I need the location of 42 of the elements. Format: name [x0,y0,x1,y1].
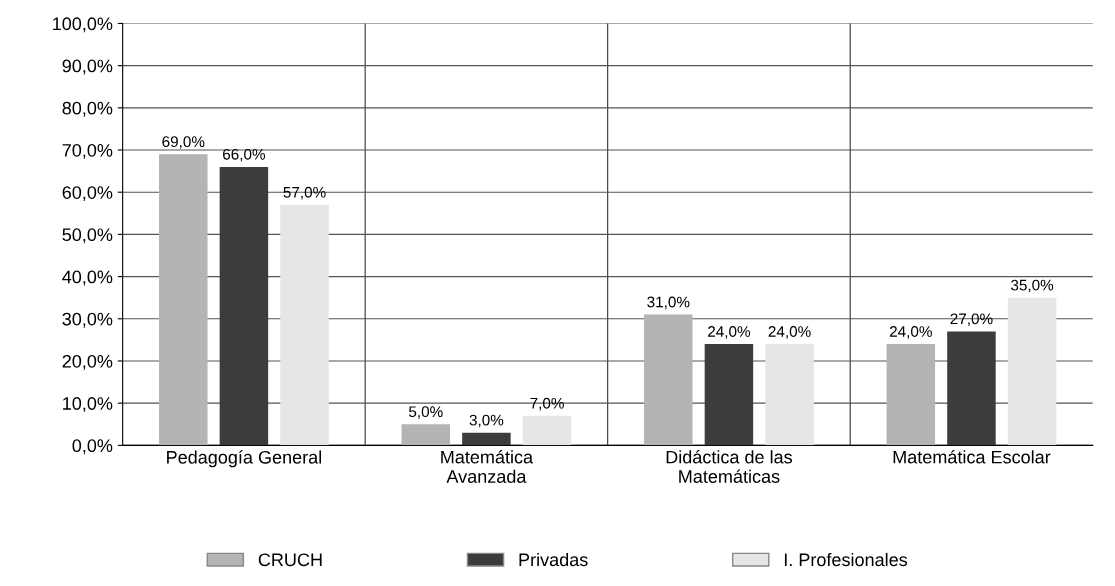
y-tick-label: 40,0% [62,270,113,286]
x-tick-label: Pedagogía General [167,450,322,468]
y-tick-label: 100,0% [53,17,113,33]
data-label: 57,0% [283,186,326,200]
data-label: 66,0% [223,148,266,162]
y-tick-label: 60,0% [62,186,113,202]
legend-label: I. Profesionales [784,552,908,567]
bar [886,344,936,446]
x-tick-label: Matemática Escolar [893,450,1051,464]
y-tick-label: 90,0% [62,59,113,75]
legend-label: Privadas [519,552,588,567]
data-label: 24,0% [708,326,751,339]
x-tick-label: Matemática Avanzada [441,450,534,483]
bar [401,424,451,446]
y-tick-label: 20,0% [62,354,113,370]
y-tick-label: 70,0% [62,143,113,159]
bar [947,331,996,446]
y-tick-label: 80,0% [62,101,113,117]
data-label: 7,0% [530,397,564,411]
bar [1007,297,1057,446]
data-label: 24,0% [768,326,811,339]
bar [644,314,693,446]
legend-label: CRUCH [258,553,322,567]
y-tick-label: 30,0% [62,312,113,328]
data-label: 3,0% [469,414,504,428]
data-label: 31,0% [647,296,690,310]
data-label: 5,0% [408,406,443,419]
y-tick-label: 50,0% [62,228,113,244]
data-label: 27,0% [950,313,993,327]
bar [280,204,329,446]
y-tick-label: 10,0% [63,397,113,413]
bar [219,166,269,446]
bar [765,344,814,446]
y-tick-label: 0,0% [72,439,113,455]
x-tick-label: Didáctica de las Matemáticas [666,450,793,483]
bar [462,432,511,446]
data-label: 24,0% [889,326,932,339]
bar [159,154,208,446]
data-label: 69,0% [162,136,205,149]
bar [522,415,572,446]
data-label: 35,0% [1011,279,1054,293]
bar [704,344,754,446]
